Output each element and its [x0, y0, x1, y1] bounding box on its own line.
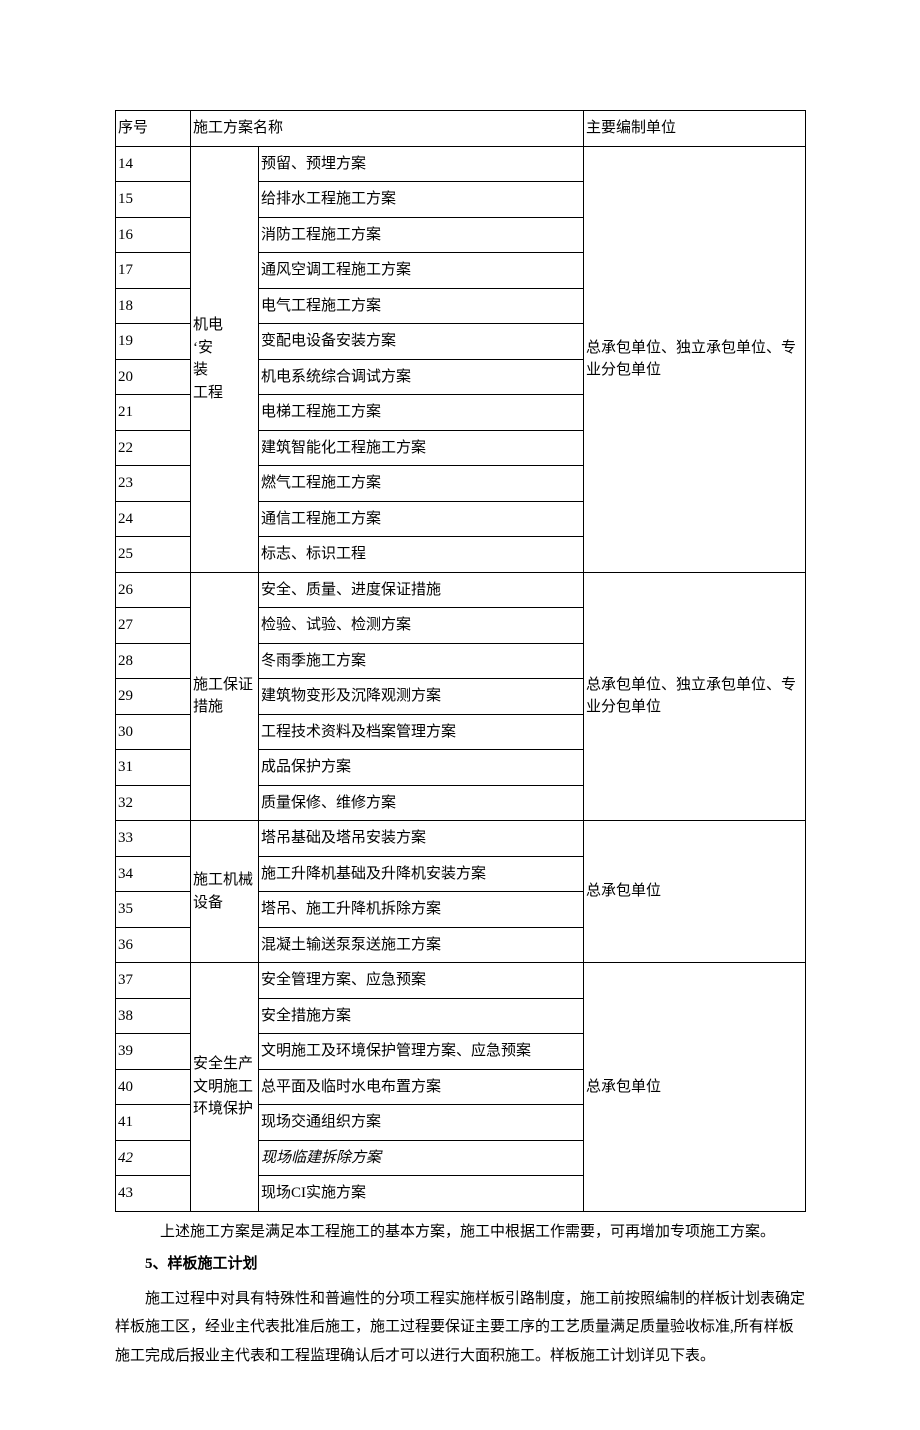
cell-seq: 27: [116, 608, 191, 644]
cell-plan-name: 总平面及临时水电布置方案: [259, 1069, 584, 1105]
cell-seq: 37: [116, 963, 191, 999]
cell-seq: 43: [116, 1176, 191, 1212]
cell-seq: 16: [116, 217, 191, 253]
cell-plan-name: 现场CI实施方案: [259, 1176, 584, 1212]
cell-plan-name: 建筑物变形及沉降观测方案: [259, 679, 584, 715]
cell-unit: 总承包单位: [584, 821, 806, 963]
cell-plan-name: 通风空调工程施工方案: [259, 253, 584, 289]
cell-plan-name: 消防工程施工方案: [259, 217, 584, 253]
cell-seq: 20: [116, 359, 191, 395]
cell-category: 施工机械设备: [191, 821, 259, 963]
construction-plan-table: 序号 施工方案名称 主要编制单位 14机电 ‘安 装 工程预留、预埋方案总承包单…: [115, 110, 806, 1212]
cell-plan-name: 建筑智能化工程施工方案: [259, 430, 584, 466]
cell-plan-name: 文明施工及环境保护管理方案、应急预案: [259, 1034, 584, 1070]
cell-plan-name: 检验、试验、检测方案: [259, 608, 584, 644]
cell-seq: 41: [116, 1105, 191, 1141]
cell-plan-name: 塔吊、施工升降机拆除方案: [259, 892, 584, 928]
table-row: 33施工机械设备塔吊基础及塔吊安装方案总承包单位: [116, 821, 806, 857]
cell-plan-name: 机电系统综合调试方案: [259, 359, 584, 395]
cell-unit: 总承包单位、独立承包单位、专业分包单位: [584, 146, 806, 572]
cell-plan-name: 给排水工程施工方案: [259, 182, 584, 218]
cell-seq: 19: [116, 324, 191, 360]
cell-plan-name: 燃气工程施工方案: [259, 466, 584, 502]
section-heading: 5、样板施工计划: [115, 1250, 805, 1279]
cell-seq: 25: [116, 537, 191, 573]
cell-plan-name: 安全管理方案、应急预案: [259, 963, 584, 999]
table-header-row: 序号 施工方案名称 主要编制单位: [116, 111, 806, 147]
cell-seq: 32: [116, 785, 191, 821]
cell-plan-name: 现场交通组织方案: [259, 1105, 584, 1141]
cell-seq: 29: [116, 679, 191, 715]
cell-seq: 42: [116, 1140, 191, 1176]
cell-unit: 总承包单位、独立承包单位、专业分包单位: [584, 572, 806, 821]
cell-plan-name: 质量保修、维修方案: [259, 785, 584, 821]
cell-plan-name: 成品保护方案: [259, 750, 584, 786]
cell-seq: 36: [116, 927, 191, 963]
cell-plan-name: 工程技术资料及档案管理方案: [259, 714, 584, 750]
cell-seq: 40: [116, 1069, 191, 1105]
cell-category: 施工保证措施: [191, 572, 259, 821]
table-row: 14机电 ‘安 装 工程预留、预埋方案总承包单位、独立承包单位、专业分包单位: [116, 146, 806, 182]
cell-plan-name: 电气工程施工方案: [259, 288, 584, 324]
cell-seq: 15: [116, 182, 191, 218]
cell-seq: 14: [116, 146, 191, 182]
table-row: 37安全生产文明施工环境保护安全管理方案、应急预案总承包单位: [116, 963, 806, 999]
cell-plan-name: 安全、质量、进度保证措施: [259, 572, 584, 608]
cell-plan-name: 混凝土输送泵泵送施工方案: [259, 927, 584, 963]
header-seq: 序号: [116, 111, 191, 147]
paragraph-summary: 上述施工方案是满足本工程施工的基本方案，施工中根据工作需要，可再增加专项施工方案…: [115, 1218, 805, 1247]
cell-category: 机电 ‘安 装 工程: [191, 146, 259, 572]
cell-seq: 30: [116, 714, 191, 750]
cell-plan-name: 施工升降机基础及升降机安装方案: [259, 856, 584, 892]
cell-seq: 38: [116, 998, 191, 1034]
cell-plan-name: 通信工程施工方案: [259, 501, 584, 537]
table-row: 26施工保证措施安全、质量、进度保证措施总承包单位、独立承包单位、专业分包单位: [116, 572, 806, 608]
header-name: 施工方案名称: [191, 111, 584, 147]
cell-plan-name: 现场临建拆除方案: [259, 1140, 584, 1176]
cell-seq: 34: [116, 856, 191, 892]
cell-plan-name: 安全措施方案: [259, 998, 584, 1034]
cell-seq: 22: [116, 430, 191, 466]
header-unit: 主要编制单位: [584, 111, 806, 147]
cell-plan-name: 塔吊基础及塔吊安装方案: [259, 821, 584, 857]
cell-category: 安全生产文明施工环境保护: [191, 963, 259, 1212]
cell-unit: 总承包单位: [584, 963, 806, 1212]
cell-plan-name: 电梯工程施工方案: [259, 395, 584, 431]
cell-seq: 26: [116, 572, 191, 608]
cell-seq: 35: [116, 892, 191, 928]
cell-seq: 23: [116, 466, 191, 502]
cell-plan-name: 冬雨季施工方案: [259, 643, 584, 679]
cell-seq: 39: [116, 1034, 191, 1070]
cell-plan-name: 预留、预埋方案: [259, 146, 584, 182]
cell-seq: 18: [116, 288, 191, 324]
cell-seq: 33: [116, 821, 191, 857]
cell-plan-name: 标志、标识工程: [259, 537, 584, 573]
cell-seq: 28: [116, 643, 191, 679]
cell-seq: 24: [116, 501, 191, 537]
cell-seq: 31: [116, 750, 191, 786]
cell-plan-name: 变配电设备安装方案: [259, 324, 584, 360]
cell-seq: 17: [116, 253, 191, 289]
paragraph-detail: 施工过程中对具有特殊性和普遍性的分项工程实施样板引路制度，施工前按照编制的样板计…: [115, 1285, 805, 1371]
cell-seq: 21: [116, 395, 191, 431]
